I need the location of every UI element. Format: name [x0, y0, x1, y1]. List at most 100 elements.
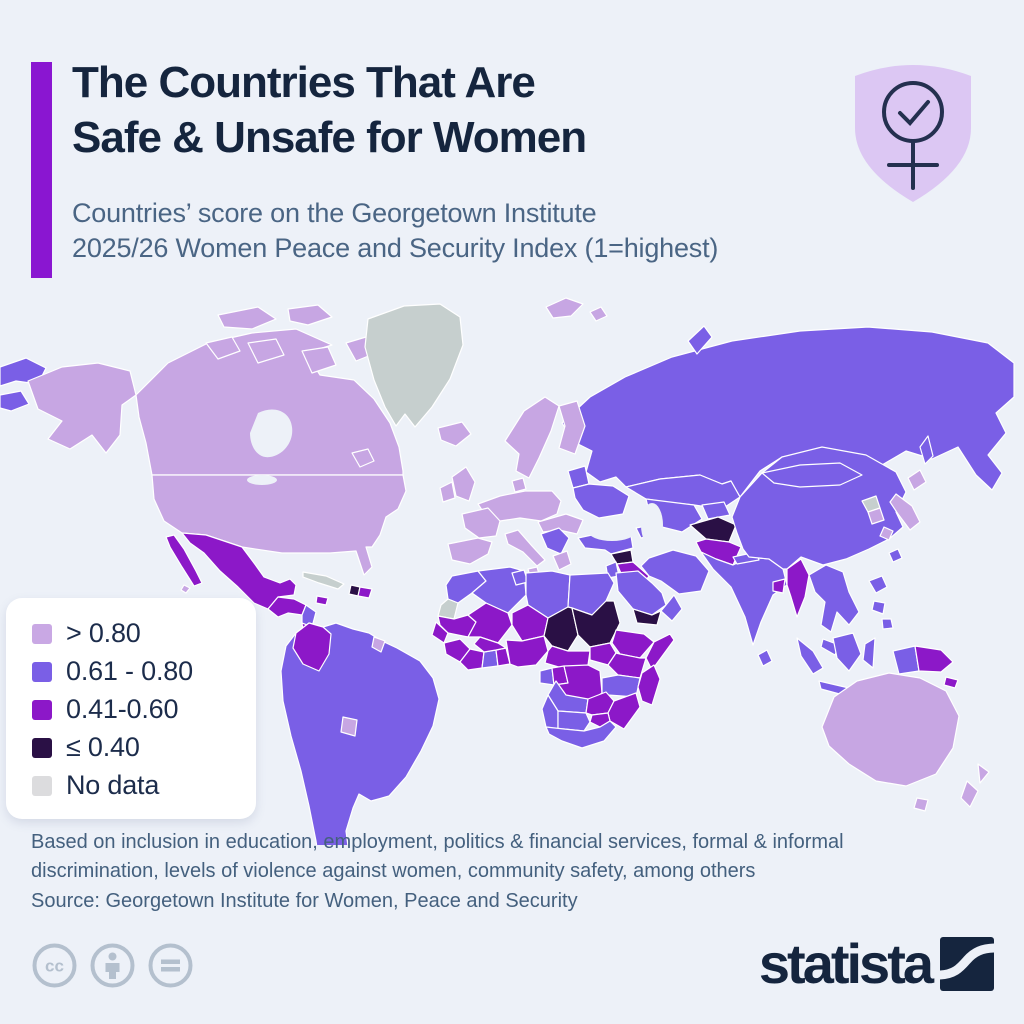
region-iran: [640, 549, 710, 595]
region-kyrgyzstan-tajikistan: [701, 501, 731, 520]
region-sri-lanka: [757, 649, 773, 667]
region-south-africa: [545, 720, 617, 749]
legend-label: No data: [66, 770, 160, 800]
page-subtitle: Countries’ score on the Georgetown Insti…: [72, 196, 718, 266]
region-somalia: [645, 633, 675, 671]
region-novaya-zemlya: [687, 325, 713, 355]
region-philippines: [871, 600, 886, 615]
region-alaska: [27, 362, 137, 454]
region-mongolia: [761, 462, 863, 488]
region-japan: [907, 469, 927, 491]
region-indonesia: [832, 632, 862, 672]
region-nicaragua-costa-rica: [301, 604, 317, 628]
region-new-zealand: [977, 763, 990, 784]
accent-bar: [31, 62, 52, 278]
region-india: [700, 551, 788, 646]
legend-swatch: [32, 623, 52, 644]
region-bangladesh: [772, 578, 786, 594]
statista-logo: statista: [759, 936, 994, 992]
region-canadian-arctic: [217, 306, 277, 330]
region-mexico: [165, 534, 203, 587]
region-romania-hungary: [537, 513, 584, 535]
region-canadian-arctic: [205, 336, 241, 360]
legend-swatch: [32, 661, 52, 682]
region-ghana: [481, 649, 499, 669]
region-jamaica: [315, 595, 329, 606]
legend-item: > 0.80: [32, 618, 238, 649]
page-title: The Countries That Are Safe & Unsafe for…: [72, 55, 587, 165]
region-papua-new-guinea: [914, 645, 954, 673]
region-italy: [504, 529, 546, 567]
legend-swatch: [32, 737, 52, 758]
region-canadian-arctic: [301, 346, 337, 374]
legend-item: 0.41-0.60: [32, 694, 238, 725]
caspian-sea: [641, 503, 663, 547]
region-australia: [821, 672, 960, 787]
statista-logo-icon: [940, 937, 994, 991]
region-colombia: [292, 622, 332, 672]
region-canada: [351, 448, 375, 468]
region-norway-sweden: [504, 396, 560, 479]
legend-label: ≤ 0.40: [66, 732, 140, 762]
license-icons: cc: [31, 942, 194, 989]
region-philippines: [881, 618, 894, 630]
black-sea: [588, 521, 636, 541]
region-japan: [879, 526, 894, 541]
region-indonesia: [862, 637, 876, 669]
region-south-america: [280, 622, 440, 845]
region-french-guiana: [371, 636, 386, 653]
subtitle-line-2: 2025/26 Women Peace and Security Index (…: [72, 233, 719, 264]
legend-swatch: [32, 699, 52, 720]
region-oman: [660, 594, 683, 622]
map-legend: > 0.80 0.61 - 0.80 0.41-0.60 ≤ 0.40 No d…: [6, 598, 256, 819]
legend-label: 0.61 - 0.80: [66, 656, 193, 686]
region-iberia: [447, 537, 493, 565]
region-uruguay: [340, 716, 358, 737]
legend-item: 0.61 - 0.80: [32, 656, 238, 687]
region-dominican-republic: [357, 586, 373, 599]
region-canadian-arctic: [287, 304, 333, 326]
region-balkans: [540, 527, 570, 555]
title-line-1: The Countries That Are: [72, 58, 536, 107]
region-afghanistan: [689, 516, 737, 543]
region-indonesia: [796, 637, 824, 675]
region-cuba: [302, 571, 345, 590]
region-nigeria: [505, 635, 549, 668]
region-chad: [543, 606, 579, 652]
region-denmark: [511, 477, 527, 493]
region-canadian-arctic: [247, 338, 285, 364]
region-yemen: [632, 608, 662, 626]
region-sakhalin: [919, 435, 934, 465]
world-choropleth-map: [0, 285, 1024, 845]
women-safety-shield-icon: [843, 50, 983, 215]
region-japan: [889, 493, 921, 531]
legend-label: 0.41-0.60: [66, 694, 179, 724]
region-south-korea: [867, 507, 885, 525]
region-svalbard: [589, 306, 608, 322]
footnote: Based on inclusion in education, employm…: [31, 828, 961, 886]
region-greenland: [364, 303, 464, 428]
region-iceland: [437, 421, 472, 447]
region-chukotka: [0, 390, 30, 412]
legend-swatch: [32, 775, 52, 796]
region-sudan: [571, 600, 621, 648]
region-new-zealand: [960, 780, 979, 808]
region-canada: [135, 328, 404, 476]
region-ukraine-belarus: [572, 483, 630, 519]
no-derivatives-icon: [148, 943, 193, 988]
title-line-2: Safe & Unsafe for Women: [72, 113, 587, 162]
region-burkina-faso: [473, 636, 507, 653]
source-line: Source: Georgetown Institute for Women, …: [31, 890, 578, 912]
great-lakes: [247, 475, 277, 485]
region-hawaii: [180, 584, 191, 594]
subtitle-line-1: Countries’ score on the Georgetown Insti…: [72, 198, 597, 228]
creative-commons-icon: cc: [32, 943, 77, 988]
region-taiwan: [888, 548, 903, 563]
region-botswana: [557, 710, 591, 732]
region-svalbard: [545, 297, 584, 319]
footnote-line-2: discrimination, levels of violence again…: [31, 860, 756, 882]
region-indochina: [808, 564, 860, 633]
legend-item: No data: [32, 770, 238, 801]
svg-text:cc: cc: [45, 957, 64, 976]
region-finland: [558, 400, 586, 455]
